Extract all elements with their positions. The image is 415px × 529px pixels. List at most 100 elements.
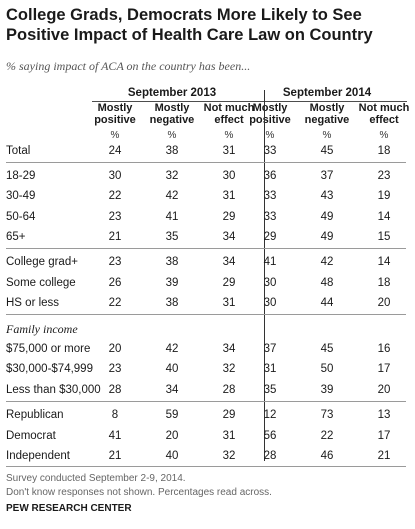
data-cell: 21 [86, 231, 144, 243]
group-heading: September 2013 [86, 87, 258, 99]
chart-title: College Grads, Democrats More Likely to … [6, 5, 406, 45]
data-cell: 42 [143, 190, 201, 202]
data-cell: 42 [298, 256, 356, 268]
column-heading: Mostly negative [298, 102, 356, 126]
data-cell: 46 [298, 450, 356, 462]
data-cell: 49 [298, 231, 356, 243]
data-cell: 22 [298, 430, 356, 442]
data-cell: 12 [241, 409, 299, 421]
data-cell: 26 [86, 277, 144, 289]
data-cell: 41 [241, 256, 299, 268]
row-label: $75,000 or more [6, 343, 90, 355]
percent-symbol: % [298, 130, 356, 141]
data-cell: 38 [143, 256, 201, 268]
data-cell: 44 [298, 297, 356, 309]
data-cell: 48 [298, 277, 356, 289]
group-heading: September 2014 [241, 87, 413, 99]
column-heading: Mostly negative [143, 102, 201, 126]
column-heading: Mostly positive [86, 102, 144, 126]
percent-symbol: % [241, 130, 299, 141]
table-bottom-rule [6, 466, 406, 467]
data-cell: 23 [86, 211, 144, 223]
row-label: Republican [6, 409, 64, 421]
data-cell: 14 [355, 256, 413, 268]
data-cell: 33 [241, 145, 299, 157]
data-cell: 49 [298, 211, 356, 223]
data-cell: 31 [241, 363, 299, 375]
data-cell: 8 [86, 409, 144, 421]
chart-subtitle: % saying impact of ACA on the country ha… [6, 59, 406, 74]
data-cell: 30 [241, 277, 299, 289]
row-separator [6, 401, 406, 402]
data-cell: 34 [143, 384, 201, 396]
data-cell: 16 [355, 343, 413, 355]
data-cell: 40 [143, 363, 201, 375]
data-cell: 20 [143, 430, 201, 442]
data-cell: 37 [298, 170, 356, 182]
data-cell: 22 [86, 297, 144, 309]
data-cell: 23 [355, 170, 413, 182]
row-label: Total [6, 145, 30, 157]
data-cell: 19 [355, 190, 413, 202]
data-cell: 23 [86, 256, 144, 268]
column-heading: Mostly positive [241, 102, 299, 126]
data-cell: 13 [355, 409, 413, 421]
row-separator [6, 248, 406, 249]
data-cell: 35 [241, 384, 299, 396]
data-cell: 15 [355, 231, 413, 243]
source-label: PEW RESEARCH CENTER [6, 503, 132, 514]
responses-note: Don't know responses not shown. Percenta… [6, 487, 272, 498]
data-cell: 42 [143, 343, 201, 355]
data-cell: 41 [143, 211, 201, 223]
data-cell: 30 [86, 170, 144, 182]
data-cell: 37 [241, 343, 299, 355]
row-label: College grad+ [6, 256, 78, 268]
percent-symbol: % [86, 130, 144, 141]
data-cell: 59 [143, 409, 201, 421]
data-cell: 41 [86, 430, 144, 442]
data-cell: 18 [355, 277, 413, 289]
data-cell: 36 [241, 170, 299, 182]
data-cell: 22 [86, 190, 144, 202]
data-cell: 32 [143, 170, 201, 182]
data-cell: 45 [298, 145, 356, 157]
data-cell: 30 [241, 297, 299, 309]
percent-symbol: % [355, 130, 413, 141]
row-label: HS or less [6, 297, 59, 309]
row-separator [6, 314, 406, 315]
row-label: 50-64 [6, 211, 35, 223]
row-label: Some college [6, 277, 76, 289]
data-cell: 14 [355, 211, 413, 223]
data-cell: 33 [241, 190, 299, 202]
data-cell: 43 [298, 190, 356, 202]
row-label: Independent [6, 450, 70, 462]
data-cell: 28 [86, 384, 144, 396]
data-cell: 17 [355, 430, 413, 442]
data-cell: 56 [241, 430, 299, 442]
data-cell: 40 [143, 450, 201, 462]
data-cell: 20 [86, 343, 144, 355]
data-cell: 20 [355, 384, 413, 396]
data-cell: 21 [86, 450, 144, 462]
data-cell: 24 [86, 145, 144, 157]
data-cell: 29 [241, 231, 299, 243]
survey-note: Survey conducted September 2-9, 2014. [6, 473, 186, 484]
row-label: 65+ [6, 231, 26, 243]
data-cell: 50 [298, 363, 356, 375]
row-separator [6, 162, 406, 163]
data-cell: 20 [355, 297, 413, 309]
row-label: $30,000-$74,999 [6, 363, 93, 375]
data-cell: 18 [355, 145, 413, 157]
row-label: 30-49 [6, 190, 35, 202]
data-cell: 73 [298, 409, 356, 421]
data-cell: 39 [298, 384, 356, 396]
data-cell: 33 [241, 211, 299, 223]
row-label: Democrat [6, 430, 56, 442]
data-cell: 38 [143, 145, 201, 157]
percent-symbol: % [143, 130, 201, 141]
data-cell: 35 [143, 231, 201, 243]
column-heading: Not much effect [355, 102, 413, 126]
data-cell: 38 [143, 297, 201, 309]
row-label: 18-29 [6, 170, 35, 182]
section-label: Family income [6, 322, 78, 337]
